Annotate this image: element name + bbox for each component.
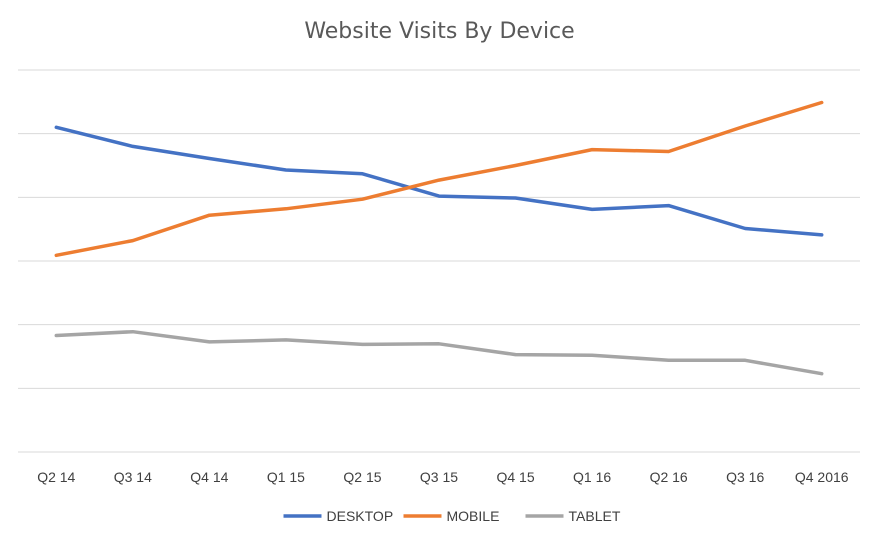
x-tick-label: Q1 16 (573, 469, 611, 485)
legend: DESKTOP MOBILE TABLET (283, 508, 621, 524)
x-tick-label: Q3 14 (114, 469, 152, 485)
series-line-mobile (54, 100, 824, 258)
x-tick-label: Q2 15 (343, 469, 381, 485)
legend-label-mobile: MOBILE (447, 508, 500, 524)
chart-title: Website Visits By Device (304, 19, 574, 44)
x-axis-ticks: Q2 14 Q3 14 Q4 14 Q1 15 Q2 15 Q3 15 Q4 15 Q1 16… (37, 469, 849, 485)
x-tick-label: Q2 14 (37, 469, 75, 485)
legend-label-tablet: TABLET (569, 508, 621, 524)
x-tick-label: Q2 16 (650, 469, 688, 485)
x-tick-label: Q3 15 (420, 469, 458, 485)
x-tick-label: Q3 16 (726, 469, 764, 485)
series-line-tablet (54, 329, 824, 376)
x-tick-label: Q4 2016 (795, 469, 849, 485)
x-tick-label: Q4 15 (496, 469, 534, 485)
legend-label-desktop: DESKTOP (327, 508, 394, 524)
x-tick-label: Q4 14 (190, 469, 228, 485)
gridlines (18, 69, 860, 453)
x-tick-label: Q1 15 (267, 469, 305, 485)
series-line-desktop (54, 125, 824, 237)
series-lines (54, 100, 824, 376)
